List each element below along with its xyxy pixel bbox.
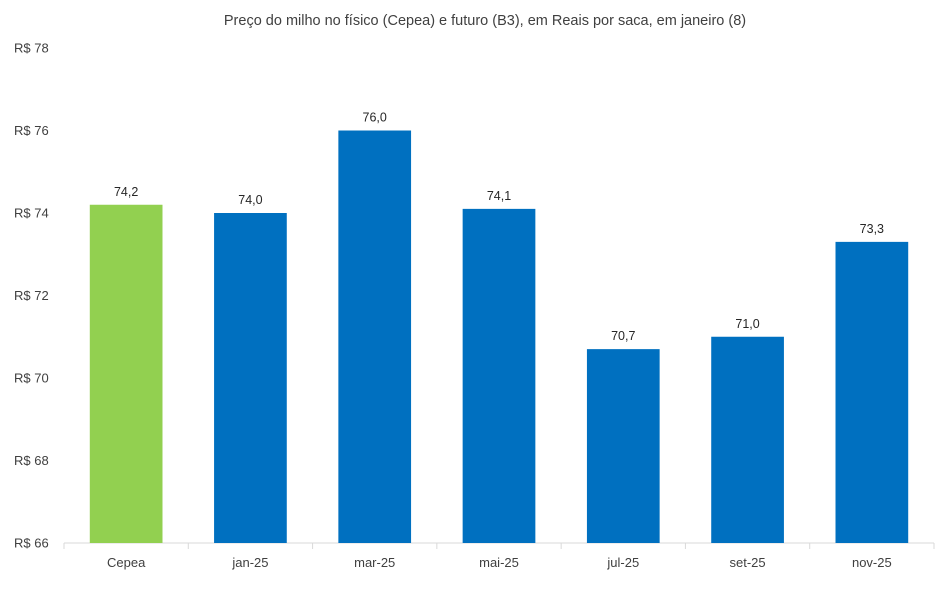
bars-group (89, 130, 909, 543)
x-tick-label: set-25 (730, 555, 766, 570)
data-label: 70,7 (611, 329, 635, 343)
data-label: 74,0 (238, 193, 262, 207)
bar-jul-25 (586, 349, 660, 543)
y-tick-label: R$ 72 (14, 288, 49, 303)
data-label: 74,2 (114, 185, 138, 199)
x-tick-label: jul-25 (606, 555, 639, 570)
y-tick-label: R$ 74 (14, 206, 49, 221)
bar-cepea (89, 204, 163, 543)
y-tick-label: R$ 70 (14, 371, 49, 386)
x-tick-label: mar-25 (354, 555, 395, 570)
x-tick-label: mai-25 (479, 555, 519, 570)
bar-jan-25 (214, 213, 287, 543)
y-tick-label: R$ 68 (14, 453, 49, 468)
y-axis: R$ 66 R$ 68 R$ 70 R$ 72 R$ 74 R$ 76 R$ 78 (14, 41, 49, 551)
x-tick-label: Cepea (107, 555, 146, 570)
bar-nov-25 (835, 241, 909, 543)
data-labels-group: 74,2 74,0 76,0 74,1 70,7 71,0 73,3 (114, 111, 884, 344)
x-tick-label: nov-25 (852, 555, 892, 570)
chart-title: Preço do milho no físico (Cepea) e futur… (224, 13, 746, 29)
data-label: 73,3 (860, 222, 884, 236)
data-label: 76,0 (363, 111, 387, 125)
bar-set-25 (711, 336, 784, 543)
y-tick-label: R$ 78 (14, 41, 49, 56)
bar-mai-25 (462, 208, 536, 543)
bar-mar-25 (338, 130, 412, 543)
y-tick-label: R$ 76 (14, 123, 49, 138)
data-label: 71,0 (735, 317, 759, 331)
x-axis: Cepea jan-25 mar-25 mai-25 jul-25 set-25 nov-2… (63, 542, 935, 570)
x-tick-label: jan-25 (231, 555, 268, 570)
y-tick-label: R$ 66 (14, 536, 49, 551)
data-label: 74,1 (487, 189, 511, 203)
